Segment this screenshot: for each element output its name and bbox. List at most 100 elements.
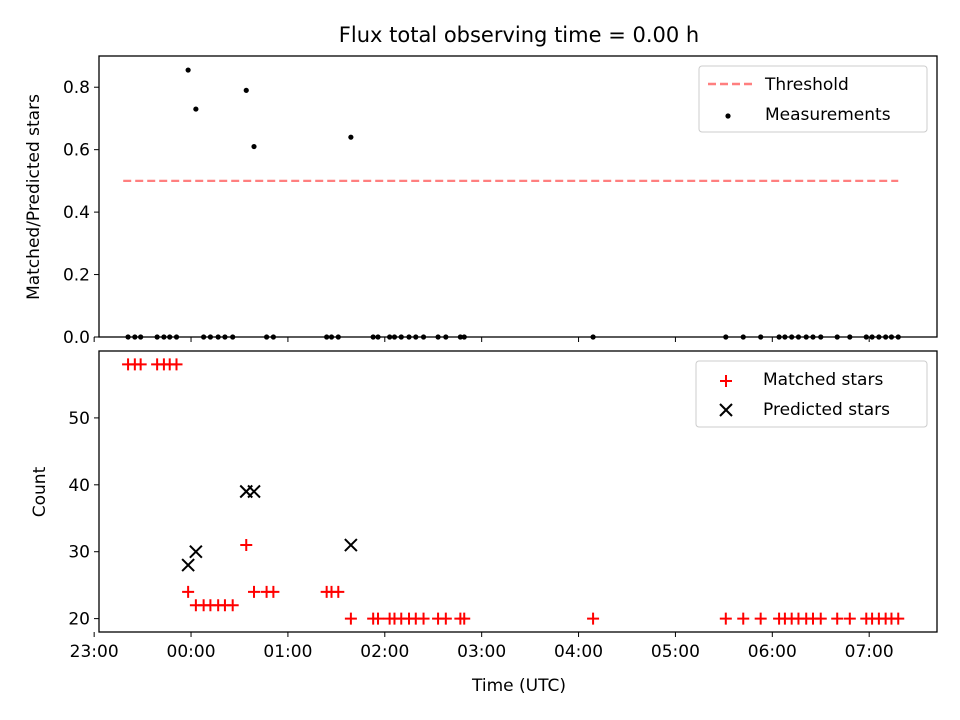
- matched-stars-point: [754, 612, 767, 625]
- measurements-point: [810, 334, 816, 340]
- bottom-x-tick-label: 01:00: [263, 642, 312, 662]
- matched-stars-point: [417, 612, 430, 625]
- measurements-point: [723, 334, 729, 340]
- bottom-x-tick-label: 05:00: [651, 642, 700, 662]
- measurements-point: [443, 334, 449, 340]
- matched-stars-point: [240, 539, 253, 552]
- measurements-point: [161, 334, 167, 340]
- predicted-stars-point: [181, 558, 195, 572]
- measurements-point: [387, 334, 393, 340]
- x-axis-label: Time (UTC): [471, 676, 566, 696]
- top-y-tick-label: 0.4: [63, 203, 90, 223]
- measurements-point: [818, 334, 824, 340]
- matched-stars-point: [814, 612, 827, 625]
- measurements-point: [420, 334, 427, 340]
- measurements-point: [335, 334, 341, 340]
- matched-stars-point: [267, 585, 280, 598]
- bottom-y-ticks: 20 30 40 50: [68, 409, 99, 630]
- matched-stars-point: [134, 358, 147, 371]
- measurements-point: [138, 334, 144, 340]
- matched-stars-point: [332, 585, 345, 598]
- matched-stars-point: [843, 612, 856, 625]
- measurements-point: [251, 143, 257, 150]
- top-y-tick-label: 0.2: [63, 266, 90, 286]
- top-y-axis-label: Matched/Predicted stars: [24, 94, 44, 300]
- measurements-point: [201, 334, 207, 340]
- bottom-x-ticks: 23:00 00:00 01:00 02:00 03:00 04:00 05:00 06:00…: [70, 632, 894, 662]
- measurements-point: [324, 334, 330, 340]
- measurements-point: [876, 334, 882, 340]
- measurements-point: [375, 334, 381, 340]
- legend-threshold-label: Threshold: [764, 75, 849, 95]
- measurements-point: [193, 106, 199, 112]
- measurements-point: [185, 67, 191, 73]
- bottom-y-axis-label: Count: [30, 466, 50, 517]
- measurements-point: [154, 334, 160, 340]
- chart-title: Flux total observing time = 0.00 h: [339, 23, 699, 47]
- measurements-point: [863, 334, 869, 340]
- measurements-point: [803, 334, 809, 340]
- measurements-point: [398, 334, 404, 340]
- measurements-point: [758, 334, 764, 340]
- measurements-point: [348, 134, 354, 140]
- matched-stars-point: [587, 612, 600, 625]
- bottom-y-tick-label: 50: [68, 409, 90, 429]
- measurements-point: [243, 87, 249, 93]
- top-x-ticks: [93, 337, 870, 342]
- measurements-point: [461, 334, 467, 340]
- top-y-tick-label: 0.8: [63, 78, 90, 98]
- matched-stars-point: [248, 585, 261, 598]
- matched-stars-point: [458, 612, 471, 625]
- measurements-point: [435, 334, 441, 340]
- measurements-point: [132, 334, 138, 340]
- measurements-point: [776, 334, 782, 340]
- bottom-y-tick-label: 40: [68, 476, 90, 496]
- measurements-point: [125, 334, 131, 340]
- measurements-point: [457, 334, 463, 340]
- legend-measurements-label: Measurements: [765, 105, 891, 125]
- top-legend: Threshold Measurements: [698, 65, 928, 133]
- measurements-legend-swatch: [725, 113, 731, 119]
- bottom-legend-box: [695, 360, 928, 428]
- measurements-point: [834, 334, 840, 340]
- matched-stars-point: [344, 612, 357, 625]
- matched-stars-point: [892, 612, 905, 625]
- matched-stars-point: [372, 612, 385, 625]
- top-plot-marks: [123, 67, 901, 340]
- predicted-legend-swatch: [719, 403, 733, 417]
- measurements-point: [270, 334, 276, 340]
- measurements-point: [391, 334, 398, 340]
- measurements-point: [215, 334, 221, 340]
- measurements-point: [406, 334, 412, 340]
- top-legend-box: [698, 65, 928, 133]
- measurements-point: [173, 334, 180, 340]
- predicted-stars-point: [344, 538, 358, 552]
- matched-stars-point: [182, 585, 195, 598]
- measurements-point: [795, 334, 802, 340]
- bottom-x-tick-label: 23:00: [70, 642, 119, 662]
- measurements-point: [740, 334, 746, 340]
- top-y-tick-label: 0.0: [63, 328, 90, 348]
- matched-stars-point: [737, 612, 750, 625]
- bottom-x-tick-label: 07:00: [845, 642, 894, 662]
- top-y-ticks: 0.0 0.2 0.4 0.6 0.8: [63, 78, 99, 348]
- matched-stars-point: [831, 612, 844, 625]
- bottom-plot-frame: [98, 350, 938, 633]
- matched-stars-point: [439, 612, 452, 625]
- matched-stars-point: [719, 612, 732, 625]
- matched-legend-swatch: [720, 375, 732, 387]
- top-y-tick-label: 0.6: [63, 141, 90, 161]
- predicted-stars-point: [189, 545, 203, 559]
- measurements-point: [328, 334, 335, 340]
- bottom-y-tick-label: 30: [68, 543, 90, 563]
- top-plot-frame: [98, 55, 938, 338]
- predicted-stars-point: [247, 484, 261, 499]
- measurements-point: [789, 334, 795, 340]
- top-panel: 0.00.20.40.60.8 Matched/Predicted stars …: [24, 55, 938, 348]
- bottom-x-tick-label: 06:00: [748, 642, 797, 662]
- bottom-y-tick-label: 20: [68, 610, 90, 630]
- measurements-point: [370, 334, 376, 340]
- measurements-point: [883, 334, 889, 340]
- measurements-point: [590, 334, 596, 340]
